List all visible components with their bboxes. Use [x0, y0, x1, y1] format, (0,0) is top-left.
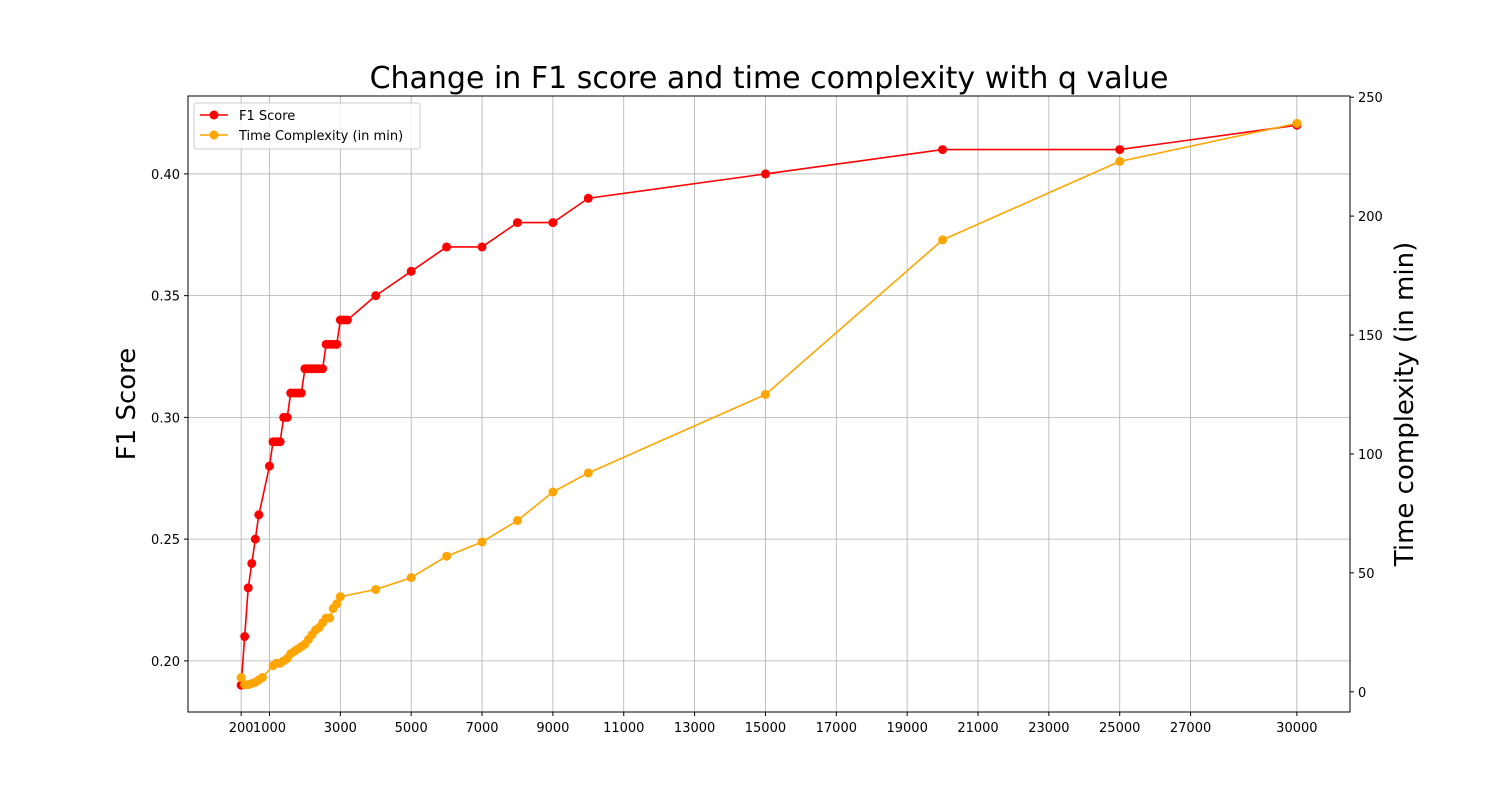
x-tick-label: 30000 [1276, 721, 1317, 736]
data-point [760, 389, 770, 399]
x-tick-label: 25000 [1099, 721, 1140, 736]
x-tick-label: 21000 [957, 721, 998, 736]
series-f1-score [236, 120, 1302, 690]
x-tick-label: 200 [229, 721, 254, 736]
y2-tick-label: 150 [1358, 329, 1383, 344]
legend-box [193, 102, 421, 150]
data-point [371, 585, 381, 595]
data-point [257, 673, 267, 683]
y-tick-label: 0.35 [151, 290, 180, 305]
series-layer [236, 118, 1302, 690]
data-point [512, 218, 522, 228]
data-point [318, 364, 328, 374]
data-point [1115, 156, 1125, 166]
x-tick-label: 13000 [674, 721, 715, 736]
data-point [760, 169, 770, 179]
data-point [264, 461, 274, 471]
series-time-complexity [236, 118, 1302, 690]
data-point [332, 599, 342, 609]
x-tick-label: 15000 [745, 721, 786, 736]
data-point [247, 558, 257, 568]
y2-tick-label: 50 [1358, 567, 1375, 582]
legend: F1 Score Time Complexity (in min) [193, 102, 421, 150]
data-point [477, 537, 487, 547]
legend-marker-time [209, 130, 219, 140]
y2-tick-label: 0 [1358, 686, 1366, 701]
grid [188, 96, 1350, 712]
data-point [548, 218, 558, 228]
data-point [325, 613, 335, 623]
legend-marker-f1 [209, 110, 219, 120]
x-tick-label: 1000 [253, 721, 286, 736]
data-point [332, 339, 342, 349]
x-tick-label: 23000 [1028, 721, 1069, 736]
x-tick-label: 19000 [886, 721, 927, 736]
x-tick-label: 7000 [465, 721, 498, 736]
x-tick-label: 11000 [603, 721, 644, 736]
y-axis-title: F1 Score [112, 348, 142, 461]
data-point [275, 437, 285, 447]
data-point [1115, 145, 1125, 155]
chart-title: Change in F1 score and time complexity w… [370, 61, 1169, 96]
y2-axis-title: Time complexity (in min) [1390, 242, 1420, 567]
data-point [406, 573, 416, 583]
y2-tick-label: 100 [1358, 448, 1383, 463]
x-tick-label: 9000 [536, 721, 569, 736]
data-point [243, 583, 253, 593]
x-tick-label: 5000 [395, 721, 428, 736]
data-point [938, 235, 948, 245]
y-tick-label: 0.20 [151, 655, 180, 670]
y-tick-label: 0.40 [151, 168, 180, 183]
legend-label-f1: F1 Score [239, 109, 295, 124]
data-point [406, 266, 416, 276]
data-point [548, 487, 558, 497]
data-point [371, 291, 381, 301]
y-tick-label: 0.25 [151, 533, 180, 548]
plot-area-frame [187, 95, 1351, 713]
data-point [296, 388, 306, 398]
data-point [442, 551, 452, 561]
x-tick-label: 3000 [324, 721, 357, 736]
data-point [342, 315, 352, 325]
x-tick-label: 27000 [1170, 721, 1211, 736]
data-point [236, 673, 246, 683]
data-point [583, 193, 593, 203]
x-tick-label: 17000 [816, 721, 857, 736]
y2-tick-label: 250 [1358, 91, 1383, 106]
data-point [254, 510, 264, 520]
data-point [938, 145, 948, 155]
data-point [442, 242, 452, 252]
data-point [282, 412, 292, 422]
data-point [477, 242, 487, 252]
axes: 200 1000 3000 5000 7000 9000 11000 13000 15000 17… [151, 91, 1383, 736]
data-point [1292, 118, 1302, 128]
y-tick-label: 0.30 [151, 411, 180, 426]
data-point [240, 632, 250, 642]
data-point [583, 468, 593, 478]
data-point [250, 534, 260, 544]
y2-tick-label: 200 [1358, 210, 1383, 225]
data-point [512, 516, 522, 526]
legend-label-time: Time Complexity (in min) [238, 129, 403, 144]
data-point [335, 592, 345, 602]
